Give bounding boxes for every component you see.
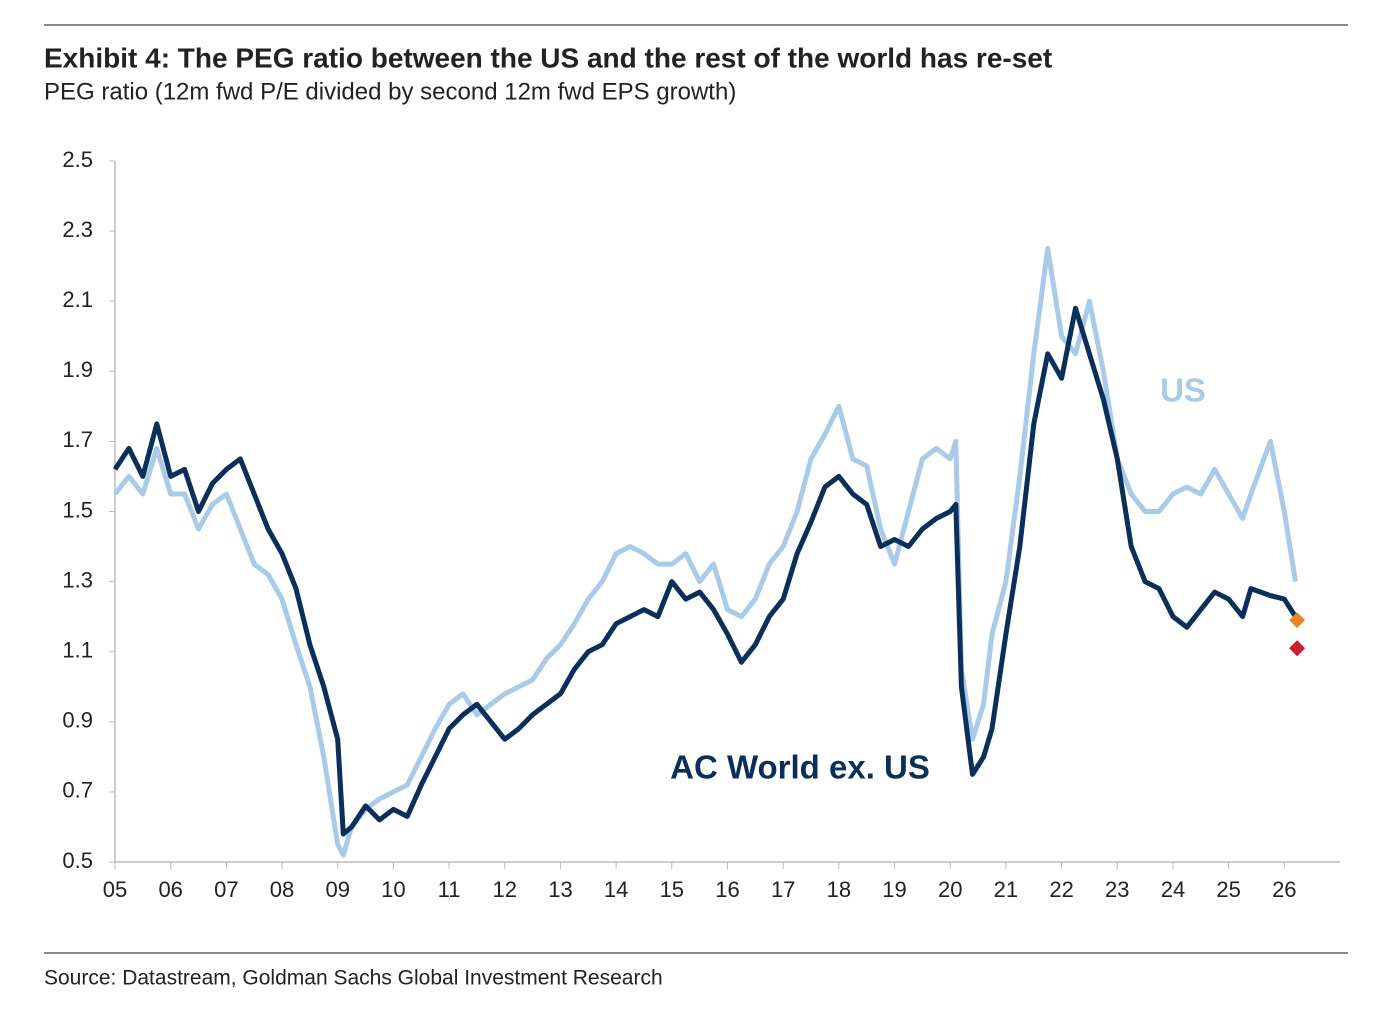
y-tick-label: 2.5: [62, 147, 93, 172]
x-tick-label: 11: [438, 877, 461, 902]
y-tick-label: 2.1: [62, 287, 93, 312]
x-tick-label: 12: [493, 877, 517, 902]
y-tick-label: 1.9: [62, 357, 93, 382]
x-tick-label: 18: [827, 877, 851, 902]
source-note: Source: Datastream, Goldman Sachs Global…: [44, 967, 663, 990]
series-label: AC World ex. US: [670, 749, 930, 786]
y-tick-label: 0.9: [62, 708, 93, 733]
x-tick-label: 26: [1272, 877, 1296, 902]
x-tick-label: 25: [1216, 877, 1240, 902]
chart-subtitle: PEG ratio (12m fwd P/E divided by second…: [44, 78, 736, 105]
chart-title: Exhibit 4: The PEG ratio between the US …: [44, 42, 1052, 73]
x-tick-label: 07: [214, 877, 238, 902]
x-tick-label: 21: [994, 877, 1018, 902]
x-tick-label: 10: [381, 877, 405, 902]
x-tick-label: 20: [938, 877, 962, 902]
end-marker: [1289, 640, 1306, 657]
x-tick-label: 06: [158, 877, 182, 902]
x-tick-label: 14: [604, 877, 628, 902]
series-label: US: [1160, 372, 1206, 409]
y-tick-label: 1.7: [62, 427, 93, 452]
x-tick-label: 22: [1049, 877, 1073, 902]
x-tick-label: 13: [548, 877, 572, 902]
y-tick-label: 1.5: [62, 497, 93, 522]
y-tick-label: 0.5: [62, 848, 93, 873]
series-line: [112, 305, 1298, 837]
x-tick-label: 16: [715, 877, 739, 902]
x-tick-label: 24: [1161, 877, 1185, 902]
x-tick-label: 05: [103, 877, 127, 902]
y-tick-label: 0.7: [62, 778, 93, 803]
series-line: [113, 246, 1298, 858]
x-tick-label: 15: [660, 877, 684, 902]
x-tick-label: 23: [1105, 877, 1129, 902]
x-tick-label: 19: [882, 877, 906, 902]
y-tick-label: 1.3: [62, 567, 93, 592]
end-marker: [1289, 612, 1306, 629]
x-tick-label: 17: [771, 877, 795, 902]
x-tick-label: 08: [270, 877, 294, 902]
y-tick-label: 2.3: [62, 217, 93, 242]
y-tick-label: 1.1: [62, 638, 93, 663]
x-tick-label: 09: [325, 877, 349, 902]
